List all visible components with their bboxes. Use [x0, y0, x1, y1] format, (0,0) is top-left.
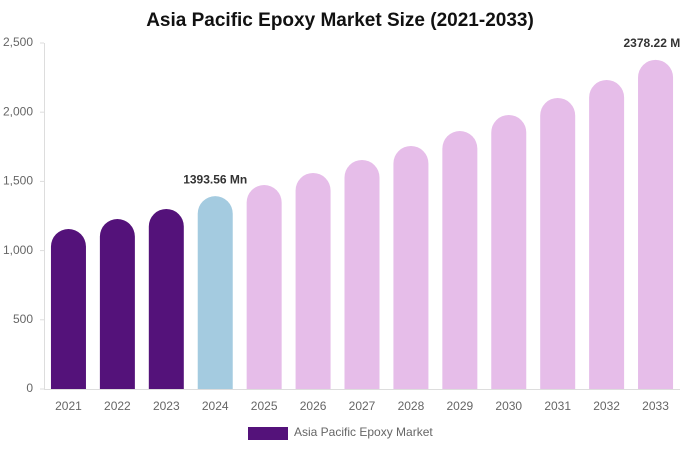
bar [589, 79, 625, 390]
x-tick-label: 2029 [446, 399, 473, 413]
bar [393, 145, 429, 389]
legend-label[interactable]: Asia Pacific Epoxy Market [294, 425, 433, 439]
y-tick-label: 1,500 [3, 174, 33, 188]
bar [246, 184, 282, 389]
bar [50, 229, 86, 389]
bar [540, 97, 576, 390]
y-tick-label: 2,500 [3, 35, 33, 49]
y-tick-label: 1,000 [3, 243, 33, 257]
x-tick-label: 2030 [495, 399, 522, 413]
x-tick-label: 2026 [300, 399, 327, 413]
bar [638, 59, 674, 389]
bar [148, 208, 184, 389]
bar [491, 114, 527, 389]
x-tick-label: 2027 [349, 399, 376, 413]
x-tick-label: 2023 [153, 399, 180, 413]
value-label: 2378.22 Mn [624, 36, 680, 50]
y-tick-label: 500 [13, 312, 33, 326]
bar [344, 159, 380, 389]
x-tick-label: 2033 [642, 399, 669, 413]
y-tick-label: 0 [26, 381, 33, 395]
chart-title: Asia Pacific Epoxy Market Size (2021-203… [146, 10, 534, 31]
bar [295, 172, 331, 389]
x-tick-label: 2021 [55, 399, 82, 413]
y-tick-label: 2,000 [3, 104, 33, 118]
bar [442, 131, 478, 390]
legend-swatch [248, 427, 288, 440]
x-tick-label: 2031 [544, 399, 571, 413]
bar [99, 219, 135, 389]
x-tick-label: 2022 [104, 399, 131, 413]
value-label: 1393.56 Mn [183, 172, 247, 186]
x-tick-label: 2032 [593, 399, 620, 413]
x-tick-label: 2028 [398, 399, 425, 413]
x-tick-label: 2024 [202, 399, 229, 413]
bar [197, 196, 233, 389]
x-tick-label: 2025 [251, 399, 278, 413]
